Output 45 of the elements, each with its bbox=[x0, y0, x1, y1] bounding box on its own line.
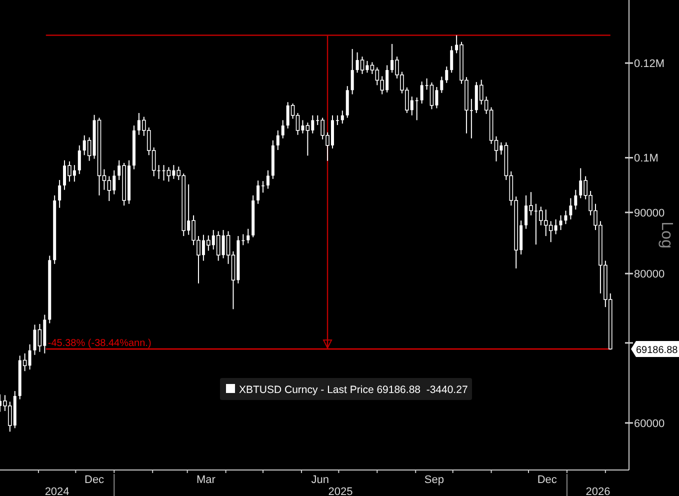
x-tick-label: Dec bbox=[537, 474, 558, 486]
x-tick-label: Sep bbox=[424, 474, 444, 486]
candlestick bbox=[569, 198, 572, 220]
y-tick-label: 90000 bbox=[634, 207, 665, 220]
x-tick-label: Mar bbox=[196, 474, 216, 486]
candlestick bbox=[166, 166, 171, 182]
candlestick bbox=[445, 66, 448, 84]
annotation: -45.38% (-38.44%ann.) bbox=[48, 338, 152, 349]
candlestick bbox=[58, 180, 62, 208]
text: 2024 bbox=[44, 486, 70, 496]
candlestick bbox=[564, 210, 568, 225]
candlestick bbox=[574, 189, 578, 210]
x-tick-label: Dec bbox=[84, 474, 105, 486]
text: 2026 bbox=[586, 486, 610, 496]
candlestick bbox=[87, 136, 92, 162]
candlestick bbox=[306, 122, 310, 156]
candlestick bbox=[340, 110, 344, 124]
candlestick bbox=[350, 48, 354, 95]
candlestick bbox=[430, 82, 434, 110]
x-tick-label: Jun bbox=[311, 474, 329, 486]
candlestick bbox=[281, 120, 284, 139]
candlestick bbox=[38, 323, 42, 352]
candlestick bbox=[276, 130, 280, 150]
candlestick bbox=[256, 180, 260, 204]
candlestick bbox=[554, 218, 558, 235]
candlestick bbox=[28, 344, 32, 370]
y-tick-label: 60000 bbox=[634, 418, 665, 430]
legend-label: XBTUSD Curncy - Last Price 69186.88 -3440.27 bbox=[239, 384, 468, 396]
y-tick-label: 0.1M bbox=[634, 152, 658, 165]
candlestick bbox=[440, 76, 444, 94]
candlestick bbox=[450, 46, 454, 74]
text: 2025 bbox=[328, 486, 353, 496]
candlestick bbox=[420, 81, 424, 104]
candlestick bbox=[262, 180, 265, 194]
y-tick-label: 80000 bbox=[634, 268, 665, 281]
candlestick bbox=[33, 324, 36, 356]
candlestick bbox=[78, 144, 81, 175]
y-tick-label: 0.12M bbox=[634, 58, 665, 70]
candlestick bbox=[336, 114, 339, 126]
ref-line-label: 69186.88 bbox=[636, 344, 678, 356]
candlestick bbox=[360, 56, 364, 74]
y-axis-title: Log bbox=[658, 222, 675, 248]
candlestick bbox=[266, 170, 270, 190]
candlestick bbox=[246, 228, 250, 244]
candlestick bbox=[559, 214, 562, 231]
